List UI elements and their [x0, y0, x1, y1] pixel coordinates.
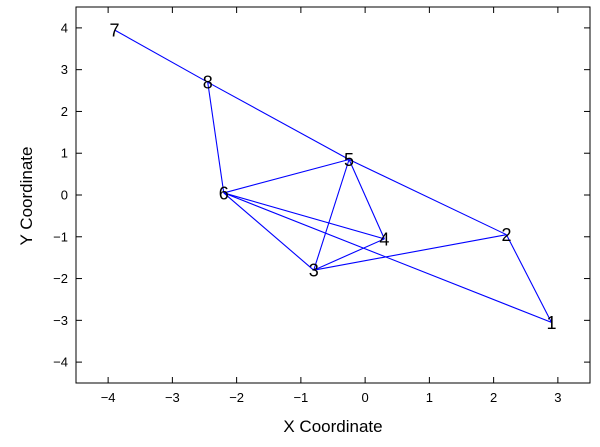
y-tick-label: −2	[53, 271, 68, 286]
edge-7-8	[114, 29, 208, 83]
edge-6-8	[207, 82, 225, 193]
node-label-8: 8	[203, 73, 213, 93]
node-label-6: 6	[219, 183, 229, 203]
edge-6-5	[223, 158, 350, 194]
node-label-3: 3	[309, 261, 319, 281]
y-tick-label: 0	[61, 188, 68, 203]
edge-3-2	[313, 234, 507, 271]
x-tick-label: 2	[490, 390, 497, 405]
node-label-1: 1	[546, 313, 556, 333]
x-tick-label: 1	[426, 390, 433, 405]
node-label-4: 4	[379, 229, 389, 249]
y-tick-label: 2	[61, 104, 68, 119]
edge-3-4	[313, 238, 385, 271]
y-tick-label: 1	[61, 146, 68, 161]
x-tick-label: −4	[101, 390, 116, 405]
x-axis-title: X Coordinate	[283, 417, 382, 436]
edge-6-4	[223, 192, 385, 240]
edge-5-2	[348, 158, 507, 236]
node-label-7: 7	[110, 20, 120, 40]
edge-3-5	[313, 159, 350, 271]
edges-layer	[114, 29, 552, 323]
node-label-2: 2	[501, 225, 511, 245]
x-tick-label: 3	[554, 390, 561, 405]
plot-area-border	[75, 6, 591, 384]
node-labels: 1 2 3 4 5 6 7 8	[110, 20, 557, 332]
y-tick-label: −3	[53, 313, 68, 328]
edge-4-5	[348, 159, 385, 240]
edge-8-5	[207, 81, 350, 160]
y-tick-label: −1	[53, 229, 68, 244]
edge-1-6	[223, 192, 552, 323]
y-tick-label: 4	[61, 20, 68, 35]
y-tick-label: 3	[61, 62, 68, 77]
node-label-5: 5	[344, 150, 354, 170]
y-tick-label: −4	[53, 355, 68, 370]
x-tick-label: −1	[293, 390, 308, 405]
x-tick-label: −2	[229, 390, 244, 405]
edge-2-1	[505, 234, 552, 323]
x-tick-label: 0	[362, 390, 369, 405]
y-axis-title: Y Coordinate	[17, 147, 36, 246]
axis-ticks: −4 −3 −2 −1 0 1 2 3 4 3 2 1 0 −1 −2 −3 −4	[53, 7, 590, 405]
plot-frame	[75, 6, 591, 384]
edge-6-3	[223, 192, 315, 271]
x-tick-label: −3	[165, 390, 180, 405]
